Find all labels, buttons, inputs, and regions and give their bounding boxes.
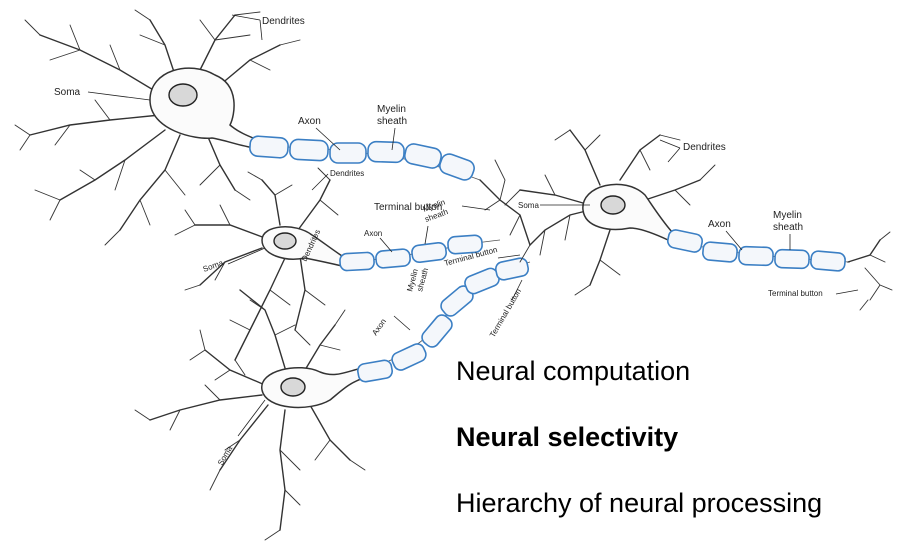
label-dendrites-2: Dendrites xyxy=(683,142,726,153)
neuron-c xyxy=(134,289,366,541)
axon-a xyxy=(249,135,481,181)
neuron-d xyxy=(479,129,716,296)
label-axon-3: Axon xyxy=(708,219,731,230)
label-soma-1: Soma xyxy=(54,87,81,98)
label-myelin-1-line1: Myelin xyxy=(377,104,406,115)
label-dendrites-1: Dendrites xyxy=(262,16,305,27)
axon-c xyxy=(357,257,531,383)
label-myelin-3-line2: sheath xyxy=(773,222,803,233)
label-axon-4: Axon xyxy=(370,317,388,337)
axon-d xyxy=(667,229,893,311)
label-myelin-3-line1: Myelin xyxy=(773,210,802,221)
label-terminal-2: Terminal button xyxy=(768,289,823,298)
label-axon-1: Axon xyxy=(298,116,321,127)
label-axon-2: Axon xyxy=(364,229,382,238)
label-soma-3: Soma xyxy=(202,258,225,274)
label-myelin-1-line2: sheath xyxy=(377,116,407,127)
topic-neural-computation: Neural computation xyxy=(456,356,691,386)
label-terminal-4: Terminal button xyxy=(488,287,523,339)
label-soma-4: Soma xyxy=(216,444,235,467)
axon-b xyxy=(339,234,501,272)
neuron-b xyxy=(174,167,346,376)
label-dendrites-3: Dendrites xyxy=(330,169,364,178)
label-terminal-1: Terminal button xyxy=(374,202,442,213)
neuron-a xyxy=(14,9,301,246)
label-soma-2: Soma xyxy=(518,201,539,210)
topic-hierarchy: Hierarchy of neural processing xyxy=(456,488,823,518)
topic-neural-selectivity: Neural selectivity xyxy=(456,422,679,452)
